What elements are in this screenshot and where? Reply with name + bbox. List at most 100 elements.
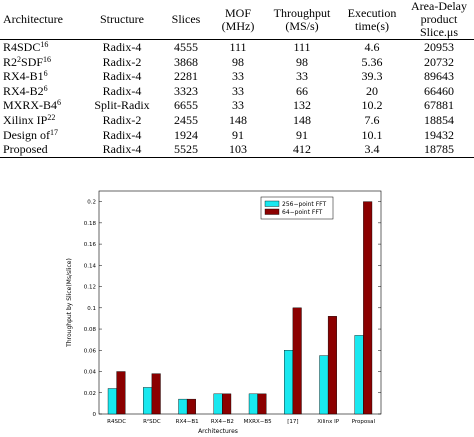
cell-structure: Radix-4 (102, 40, 142, 54)
cell-area-delay: 66460 (424, 83, 454, 98)
cell-structure: Radix-4 (84, 142, 160, 158)
bar-256-point (284, 350, 294, 415)
architecture-name: RX4-B1 (3, 69, 44, 84)
reference-number: 16 (43, 54, 52, 64)
cell-throughput: 148 (293, 112, 311, 127)
cell-architecture: RX4-B26 (0, 84, 84, 99)
architecture-name: Proposed (3, 142, 48, 157)
header-line: product Slice.μs (419, 12, 459, 39)
throughput-bar-chart: 0 0.02 0.04 0.06 0.08 0.1 0.12 0.14 0.16 0.18 0.2 R… (58, 182, 396, 437)
y-tick-label: 0.18 (84, 221, 97, 227)
header-line: (MHz) (221, 18, 255, 33)
cell-area-delay: 18785 (404, 142, 474, 158)
x-tick-label: MXRX−B5 (244, 419, 272, 425)
cell-throughput: 66 (296, 83, 308, 98)
header-mof: MOF (MHz) (212, 0, 264, 40)
cell-slices: 3323 (174, 83, 198, 98)
header-architecture: Architecture (0, 0, 84, 40)
cell-architecture: Proposed (0, 142, 84, 158)
cell-slices: 2455 (174, 112, 198, 127)
table-row: Proposed Radix-4 5525 103 412 3.4 18785 (0, 142, 474, 158)
header-line: Throughput (273, 5, 331, 20)
cell-architecture: Design of17 (0, 128, 84, 143)
cell-mof: 33 (232, 98, 244, 113)
header-area-delay: Area-Delay product Slice.μs (404, 0, 474, 40)
legend-label-256-point: 256−point FFT (282, 201, 326, 208)
cell-structure: Split-Radix (94, 98, 150, 113)
cell-mof: 33 (232, 83, 244, 98)
header-throughput: Throughput (MS/s) (264, 0, 340, 40)
bar-256-point (248, 393, 258, 415)
header-execution-time: Execution time(s) (340, 0, 404, 40)
cell-execution-time: 4.6 (364, 40, 380, 54)
bar-64-point (327, 316, 337, 415)
cell-execution-time: 10.1 (361, 127, 383, 142)
y-tick-label: 0.14 (84, 263, 97, 269)
reference-number: 6 (43, 69, 48, 79)
cell-throughput: 91 (296, 127, 308, 142)
bar-256-point (107, 388, 117, 415)
architecture-name: RX4-B2 (3, 83, 44, 98)
y-axis-title: Throughput by Slice(Ms/slice) (66, 258, 73, 348)
chart-canvas: 0 0.02 0.04 0.06 0.08 0.1 0.12 0.14 0.16 0.18 0.2 R… (66, 190, 382, 435)
y-tick-label: 0.1 (87, 306, 96, 312)
cell-slices: 2281 (174, 69, 198, 84)
y-tick-label: 0.06 (84, 348, 97, 354)
cell-area-delay: 89643 (424, 69, 454, 84)
bar-64-point (151, 373, 161, 415)
x-tick-label: R4SDC (107, 419, 126, 425)
plot-frame (98, 190, 382, 415)
architecture-name: MXRX-B4 (3, 98, 58, 113)
cell-slices: 1924 (174, 127, 198, 142)
cell-area-delay: 67881 (424, 98, 454, 113)
y-tick-label: 0.02 (84, 391, 96, 397)
x-tick-label: Proposal (352, 419, 376, 425)
x-tick-label: R²SDC (143, 418, 161, 425)
y-tick-label: 0.16 (84, 242, 97, 248)
bar-64-point (363, 201, 373, 415)
cell-mof: 148 (229, 112, 247, 127)
cell-structure: Radix-4 (102, 69, 142, 84)
table-row: MXRX-B46 Split-Radix 6655 33 132 10.2 67881 (0, 98, 474, 113)
y-tick-label: 0 (93, 412, 97, 418)
reference-number: 22 (47, 112, 56, 122)
x-tick-label: RX4−B1 (176, 419, 199, 425)
comparison-table: Architecture Structure Slices MOF (MHz) Throu… (0, 0, 474, 158)
x-tick-label: [17] (287, 419, 298, 425)
x-tick-label: RX4−B2 (211, 419, 234, 425)
architecture-name: R2 (3, 54, 18, 69)
header-line: Execution (347, 5, 397, 20)
cell-mof: 111 (229, 40, 247, 54)
table-row: RX4-B16 Radix-4 2281 33 33 39.3 89643 (0, 69, 474, 84)
header-line: (MS/s) (285, 18, 319, 33)
cell-structure: Radix-4 (102, 127, 142, 142)
cell-architecture: Xilinx IP22 (0, 113, 84, 128)
cell-area-delay: 20732 (424, 54, 454, 69)
cell-execution-time: 20 (366, 83, 378, 98)
table-header-row: Architecture Structure Slices MOF (MHz) Throu… (0, 0, 474, 40)
cell-architecture: RX4-B16 (0, 69, 84, 84)
architecture-name: Design of (3, 127, 50, 142)
cell-mof: 33 (232, 69, 244, 84)
cell-slices: 5525 (160, 142, 212, 158)
legend-swatch-64-point (264, 208, 280, 215)
reference-number: 16 (40, 40, 49, 49)
cell-structure: Radix-4 (102, 83, 142, 98)
bar-256-point (178, 398, 188, 415)
cell-architecture: R4SDC16 (0, 40, 84, 55)
x-axis-title: Architectures (198, 428, 238, 435)
bar-256-point (143, 387, 153, 415)
cell-structure: Radix-2 (102, 112, 142, 127)
reference-number: 17 (50, 127, 58, 137)
cell-area-delay: 19432 (424, 127, 454, 142)
cell-throughput: 33 (296, 69, 308, 84)
header-line: Slices (171, 12, 201, 26)
cell-slices: 4555 (174, 40, 198, 54)
header-slices: Slices (160, 0, 212, 40)
cell-structure: Radix-2 (102, 54, 142, 69)
cell-area-delay: 18854 (424, 112, 454, 127)
table-row: R4SDC16 Radix-4 4555 111 111 4.6 20953 (0, 40, 474, 55)
header-line: time(s) (355, 18, 389, 33)
cell-mof: 98 (232, 54, 244, 69)
reference-number: 6 (43, 83, 48, 93)
